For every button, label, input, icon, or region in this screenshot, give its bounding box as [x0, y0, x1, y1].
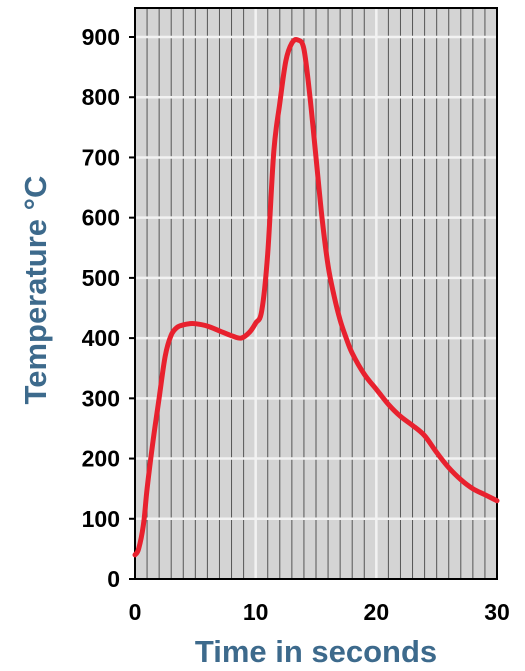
x-tick-label: 20 — [364, 599, 390, 625]
y-tick-label: 800 — [82, 84, 120, 110]
y-tick-label: 400 — [82, 325, 120, 351]
y-axis-label: Temperature °C — [18, 176, 53, 405]
x-axis-label: Time in seconds — [195, 634, 437, 669]
temperature-line — [132, 37, 500, 558]
y-tick-label: 200 — [82, 446, 120, 472]
minor-grid — [146, 8, 486, 579]
y-tick-label: 500 — [82, 265, 120, 291]
x-tick-label: 30 — [484, 599, 510, 625]
y-tick-label: 0 — [107, 566, 120, 592]
y-tick-label: 300 — [82, 385, 120, 411]
y-tick-label: 700 — [82, 144, 120, 170]
y-tick-label: 100 — [82, 506, 120, 532]
y-tick-label: 900 — [82, 24, 120, 50]
x-tick-label: 0 — [129, 599, 142, 625]
plot-border — [134, 7, 498, 580]
y-tick-label: 600 — [82, 205, 120, 231]
x-axis-ticks: 0 10 20 30 — [129, 599, 510, 625]
x-tick-label: 10 — [243, 599, 269, 625]
y-axis-ticks: 0 100 200 300 400 500 600 700 800 900 — [82, 24, 135, 592]
